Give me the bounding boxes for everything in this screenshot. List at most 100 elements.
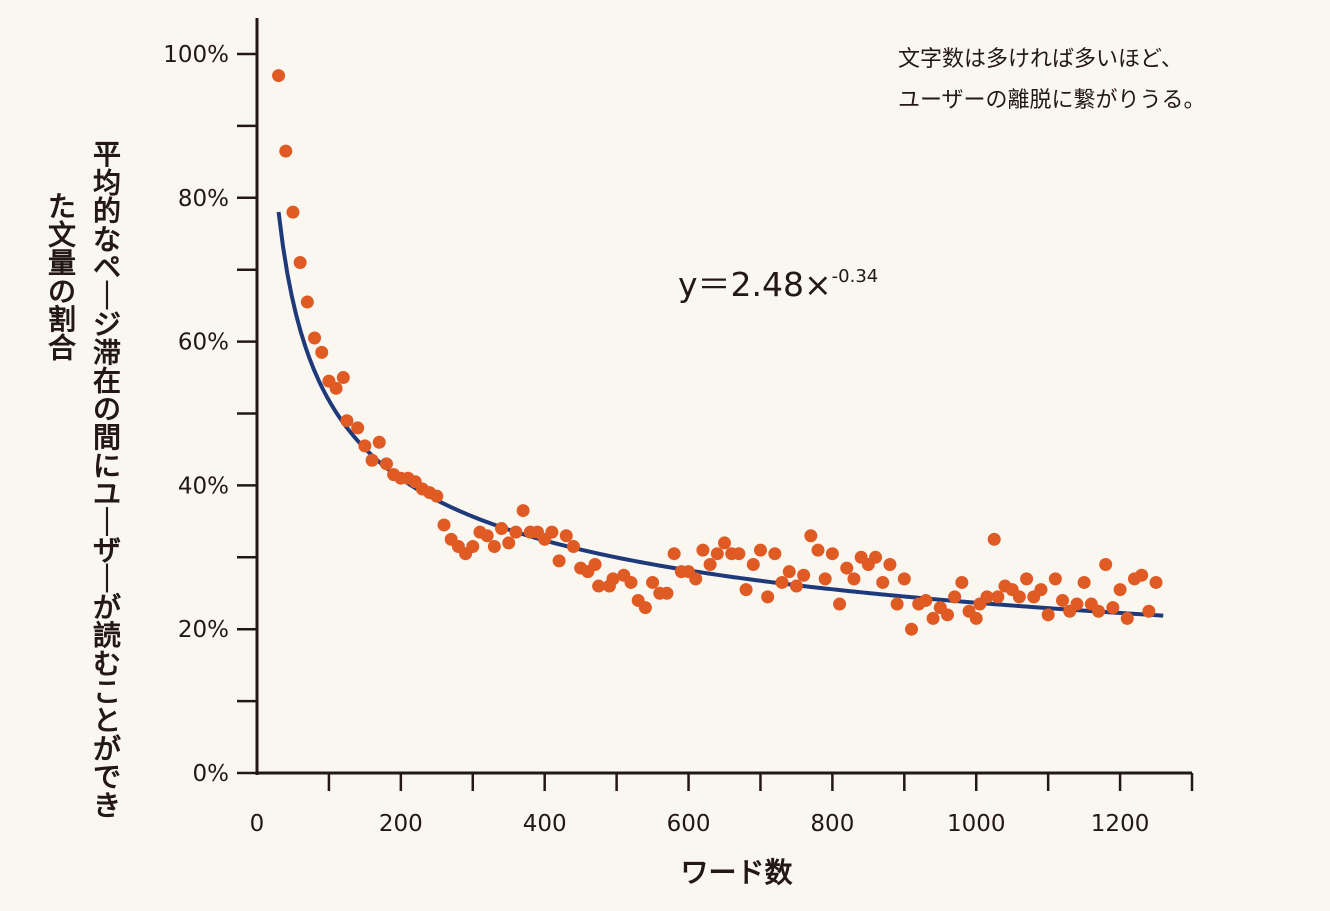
data-point [559, 529, 573, 543]
data-point [272, 69, 286, 83]
data-point [566, 540, 580, 554]
data-point [300, 295, 314, 309]
y-tick-label: 60% [178, 330, 229, 356]
data-point [466, 540, 480, 554]
y-label-char: 量 [48, 247, 76, 280]
data-point [991, 590, 1005, 604]
data-point [1012, 590, 1026, 604]
y-tick-label: 0% [193, 761, 230, 787]
data-point [495, 522, 509, 536]
data-point [897, 572, 911, 586]
data-point [1092, 604, 1105, 618]
data-point [703, 557, 717, 571]
data-point [811, 543, 825, 557]
data-point [1077, 575, 1091, 589]
y-label-char: 滞 [93, 336, 121, 369]
data-point [1048, 572, 1062, 586]
data-point [987, 532, 1001, 546]
y-label-char: ｜ [93, 563, 121, 596]
x-tick-label: 1200 [1091, 811, 1150, 837]
y-label-char: の [48, 275, 76, 308]
x-tick-label: 1000 [947, 811, 1006, 837]
y-label-char: ザ [93, 534, 121, 567]
data-point [782, 565, 796, 579]
y-label-char: た [48, 190, 76, 223]
data-point [739, 583, 753, 597]
data-point [732, 547, 746, 561]
data-point [1041, 608, 1055, 622]
data-point [761, 590, 775, 604]
y-label-char: と [93, 704, 121, 737]
data-point [1099, 557, 1113, 571]
data-point [1135, 568, 1149, 582]
data-point [606, 572, 620, 586]
data-point [660, 586, 674, 600]
y-label-char: き [93, 789, 121, 822]
data-point [502, 536, 516, 550]
data-point [1056, 593, 1070, 607]
data-point [1113, 583, 1127, 597]
x-tick-label: 0 [250, 811, 265, 837]
data-point [840, 561, 854, 575]
data-point [768, 547, 782, 561]
data-point [940, 608, 954, 622]
y-label-char: 在 [93, 364, 121, 397]
data-point [1120, 611, 1134, 625]
data-point [351, 421, 365, 435]
data-point [775, 575, 789, 589]
tick-marks [237, 52, 1194, 791]
data-point [955, 575, 969, 589]
scatter-points [272, 69, 1163, 636]
equation-base: y＝2.48× [678, 265, 832, 304]
data-point [847, 572, 861, 586]
data-point [1149, 575, 1163, 589]
y-label-char: な [93, 223, 121, 256]
data-point [592, 579, 606, 593]
data-point [905, 622, 918, 636]
x-axis-label: ワード数 [680, 856, 793, 889]
y-tick-label: 20% [178, 617, 229, 643]
data-point [624, 575, 638, 589]
data-point [710, 547, 724, 561]
data-point [638, 601, 652, 615]
data-point [545, 525, 559, 539]
data-point [667, 547, 681, 561]
y-label-char: 合 [48, 332, 77, 365]
data-point [430, 489, 444, 503]
data-point [833, 597, 847, 611]
data-point [789, 579, 803, 593]
x-tick-label: 600 [667, 811, 711, 837]
data-point [883, 557, 897, 571]
y-label-char: こ [93, 676, 121, 709]
data-point [336, 371, 350, 385]
data-point [804, 529, 818, 543]
y-label-char: が [93, 591, 121, 624]
y-label-char: 均 [93, 166, 121, 199]
data-point [516, 504, 530, 518]
data-point [818, 572, 832, 586]
y-label-char: ユ [93, 478, 121, 511]
y-label-char: 割 [48, 303, 76, 336]
annotation: 文字数は多ければ多いほど、ユーザーの離脱に繋がりうる。 [898, 47, 1206, 113]
data-point [919, 593, 933, 607]
x-tick-label: 800 [810, 811, 854, 837]
data-point [286, 205, 300, 219]
data-point [480, 529, 494, 543]
data-point [890, 597, 904, 611]
data-point [689, 572, 703, 586]
y-label-char: ペ [93, 251, 121, 284]
data-point [365, 453, 379, 467]
data-point [1020, 572, 1034, 586]
data-point [340, 414, 354, 428]
y-label-char: ｜ [93, 506, 121, 539]
data-point [1142, 604, 1156, 618]
x-tick-label: 400 [523, 811, 567, 837]
data-point [279, 144, 293, 158]
data-point [487, 540, 501, 554]
data-point [1034, 583, 1048, 597]
y-label-char: で [93, 761, 121, 794]
equation-exponent: -0.34 [832, 266, 879, 287]
data-point [329, 381, 343, 395]
